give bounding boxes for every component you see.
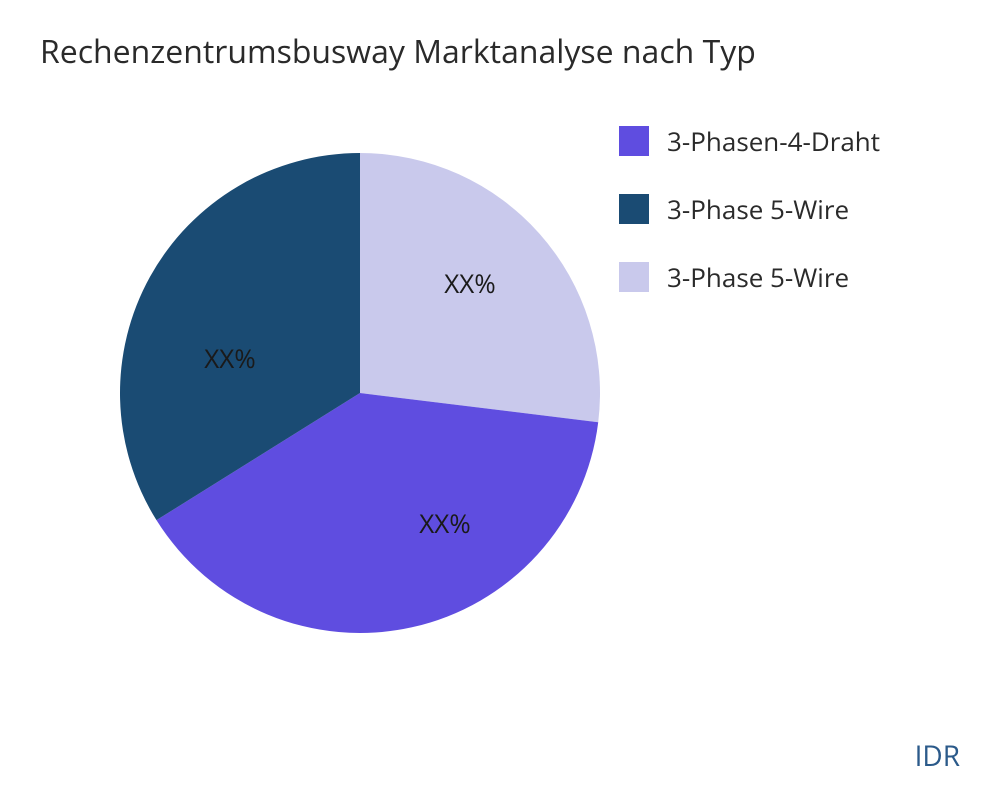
slice-value-label: XX% bbox=[204, 340, 256, 376]
chart-body: XX% XX% XX% 3-Phasen-4-Draht 3-Phase 5-Wire… bbox=[40, 93, 960, 733]
legend-swatch bbox=[619, 262, 649, 292]
legend-label: 3-Phasen-4-Draht bbox=[667, 123, 880, 159]
legend-swatch bbox=[619, 126, 649, 156]
legend-swatch bbox=[619, 194, 649, 224]
legend-label: 3-Phase 5-Wire bbox=[667, 259, 849, 295]
chart-container: Rechenzentrumsbusway Marktanalyse nach T… bbox=[0, 0, 1000, 800]
legend-item: 3-Phasen-4-Draht bbox=[619, 123, 880, 159]
chart-title: Rechenzentrumsbusway Marktanalyse nach T… bbox=[40, 30, 960, 73]
legend-label: 3-Phase 5-Wire bbox=[667, 191, 849, 227]
slice-value-label: XX% bbox=[444, 265, 496, 301]
legend: 3-Phasen-4-Draht 3-Phase 5-Wire 3-Phase 5-… bbox=[619, 123, 880, 327]
legend-item: 3-Phase 5-Wire bbox=[619, 191, 880, 227]
attribution: IDR bbox=[915, 737, 960, 775]
pie-chart: XX% XX% XX% bbox=[100, 133, 620, 658]
pie-svg bbox=[100, 133, 620, 653]
legend-item: 3-Phase 5-Wire bbox=[619, 259, 880, 295]
slice-value-label: XX% bbox=[419, 505, 471, 541]
